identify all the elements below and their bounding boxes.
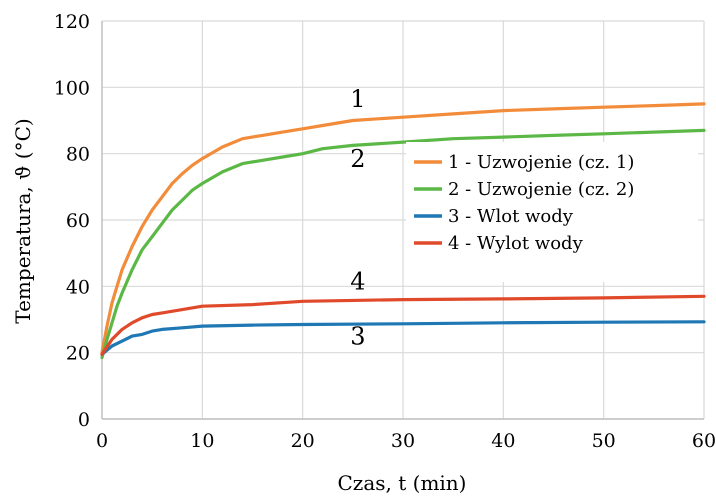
y-tick-label: 20 bbox=[66, 343, 90, 365]
x-tick-label: 50 bbox=[592, 430, 616, 452]
series-lines bbox=[100, 102, 706, 360]
legend-label-1: 1 - Uzwojenie (cz. 1) bbox=[448, 152, 634, 173]
x-tick-label: 20 bbox=[291, 430, 315, 452]
axes: 0 20 40 60 80 100 120 0 10 20 30 40 50 60 bbox=[54, 11, 716, 452]
series-line-2 bbox=[100, 128, 706, 360]
y-tick-label: 0 bbox=[78, 409, 90, 431]
curve-label-4: 4 bbox=[350, 268, 365, 296]
y-tick-label: 60 bbox=[66, 210, 90, 232]
legend-label-2: 2 - Uzwojenie (cz. 2) bbox=[448, 179, 634, 200]
curve-label-3: 3 bbox=[350, 322, 365, 350]
legend: 1 - Uzwojenie (cz. 1) 2 - Uzwojenie (cz. … bbox=[406, 142, 698, 282]
legend-label-3: 3 - Wlot wody bbox=[448, 206, 574, 227]
x-tick-label: 10 bbox=[190, 430, 214, 452]
x-tick-label: 0 bbox=[96, 430, 108, 452]
series-line-4 bbox=[100, 294, 706, 356]
y-tick-label: 80 bbox=[66, 144, 90, 166]
legend-label-4: 4 - Wylot wody bbox=[448, 233, 584, 254]
y-tick-label: 120 bbox=[54, 11, 90, 33]
curve-labels: 1 2 4 3 bbox=[350, 85, 365, 350]
x-tick-label: 40 bbox=[491, 430, 515, 452]
series-line-3 bbox=[100, 320, 706, 356]
x-tick-label: 30 bbox=[391, 430, 415, 452]
x-axis-title: Czas, t (min) bbox=[338, 471, 467, 495]
legend-background bbox=[406, 142, 698, 282]
y-tick-label: 100 bbox=[54, 77, 90, 99]
curve-label-1: 1 bbox=[350, 85, 365, 113]
curve-label-2: 2 bbox=[350, 145, 365, 173]
y-axis-title: Temperatura, ϑ (°C) bbox=[11, 118, 35, 323]
x-tick-label: 60 bbox=[692, 430, 716, 452]
y-tick-label: 40 bbox=[66, 276, 90, 298]
series-line-1 bbox=[100, 102, 706, 355]
